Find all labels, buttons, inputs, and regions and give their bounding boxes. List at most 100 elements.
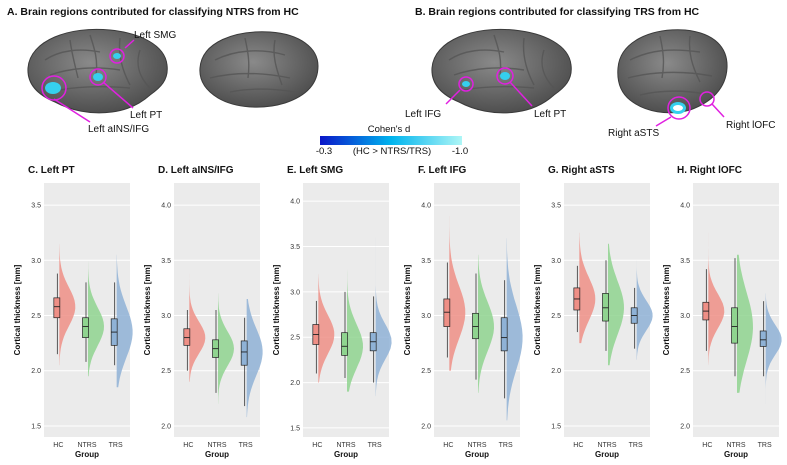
violin-chart: H. Right lOFC 2.0 2.5 3.0 3.5 4.0 Cortical thi… [662, 165, 782, 459]
y-tick-label: 2.0 [551, 368, 561, 375]
y-tick-label: 2.5 [421, 368, 431, 375]
chart-title: G. Right aSTS [548, 165, 615, 176]
pointer-arrow [712, 104, 724, 117]
x-axis-title: Group [724, 450, 748, 459]
label-right-lofc: Right lOFC [726, 120, 775, 131]
x-tick-label: NTRS [597, 442, 616, 449]
y-tick-label: 4.0 [680, 203, 690, 210]
effect-blob-core [673, 105, 683, 111]
colorbar-subtitle: (HC > NTRS/TRS) [353, 146, 431, 157]
y-tick-label: 3.0 [161, 313, 171, 320]
y-tick-label: 2.0 [290, 380, 300, 387]
y-tick-label: 3.0 [680, 313, 690, 320]
violin-chart: D. Left aINS/IFG2.02.53.03.54.0Cortical … [143, 165, 263, 459]
y-tick-label: 2.5 [31, 313, 41, 320]
box-hc [54, 298, 60, 318]
chart-title: C. Left PT [28, 165, 75, 176]
y-axis-title: Cortical thickness [mm] [13, 264, 22, 355]
y-axis-title: Cortical thickness [mm] [533, 264, 542, 355]
y-tick-label: 2.5 [680, 368, 690, 375]
y-tick-label: 1.5 [290, 425, 300, 432]
x-axis-title: Group [595, 450, 619, 459]
brain-a-left-medial [200, 32, 318, 107]
y-tick-label: 3.5 [680, 258, 690, 265]
y-tick-label: 2.0 [161, 423, 171, 430]
box-ntrs [603, 293, 609, 321]
colorbar-title: Cohen's d [368, 124, 410, 135]
x-tick-label: TRS [239, 442, 253, 449]
y-axis-title: Cortical thickness [mm] [662, 264, 671, 355]
effect-blob [500, 72, 510, 80]
violin-panels: C. Left PT 1.5 2.0 2.5 3.0 3.5 Cortical thickn… [13, 165, 782, 459]
box-ntrs [83, 318, 89, 338]
box-trs [760, 331, 766, 346]
x-axis-title: Group [205, 450, 229, 459]
x-axis-title: Group [465, 450, 489, 459]
y-tick-label: 2.0 [31, 368, 41, 375]
x-axis-title: Group [75, 450, 99, 459]
x-tick-label: HC [573, 442, 583, 449]
box-trs [241, 341, 247, 365]
box-ntrs [732, 308, 738, 343]
x-tick-label: HC [702, 442, 712, 449]
x-tick-label: NTRS [467, 442, 486, 449]
brain-b-right-lateral [618, 30, 727, 113]
x-tick-label: HC [53, 442, 63, 449]
figure: A. Brain regions contributed for classif… [0, 0, 787, 465]
brain-a-left-lateral [28, 29, 167, 113]
y-axis-title: Cortical thickness [mm] [272, 264, 281, 355]
y-tick-label: 2.0 [421, 423, 431, 430]
y-tick-label: 3.5 [421, 258, 431, 265]
pointer-arrow [656, 117, 671, 126]
y-tick-label: 4.0 [421, 203, 431, 210]
violin-chart: F. Left IFG 2.0 2.5 3.0 3.5 4.0 Cortical thick… [403, 165, 523, 459]
x-tick-label: TRS [109, 442, 123, 449]
colorbar-min-label: -0.3 [316, 146, 332, 157]
effect-blob [93, 73, 103, 81]
box-hc [184, 329, 190, 346]
box-trs [501, 318, 507, 351]
violin-chart: C. Left PT 1.5 2.0 2.5 3.0 3.5 Cortical thickn… [13, 165, 133, 459]
brain-b-left-lateral [432, 29, 571, 113]
y-tick-label: 3.5 [290, 244, 300, 251]
y-tick-label: 3.0 [31, 258, 41, 265]
x-tick-label: HC [312, 442, 322, 449]
box-ntrs [473, 313, 479, 338]
y-tick-label: 1.5 [551, 423, 561, 430]
box-ntrs [342, 333, 348, 356]
effect-blob [113, 53, 121, 59]
effect-blob [45, 82, 61, 94]
y-tick-label: 3.5 [31, 203, 41, 210]
y-tick-label: 1.5 [31, 423, 41, 430]
chart-title: D. Left aINS/IFG [158, 165, 234, 176]
label-left-smg: Left SMG [134, 30, 176, 41]
y-tick-label: 3.0 [290, 289, 300, 296]
box-hc [444, 299, 450, 327]
y-tick-label: 4.0 [290, 199, 300, 206]
y-tick-label: 3.0 [551, 258, 561, 265]
x-axis-title: Group [334, 450, 358, 459]
x-tick-label: TRS [368, 442, 382, 449]
label-left-ifg: Left IFG [405, 109, 441, 120]
y-axis-title: Cortical thickness [mm] [143, 264, 152, 355]
y-tick-label: 2.0 [680, 423, 690, 430]
violin-chart: E. Left SMG 1.5 2.0 2.5 3.0 3.5 4.0 Cortical th… [272, 165, 392, 459]
colorbar-max-label: -1.0 [452, 146, 468, 157]
y-tick-label: 3.5 [551, 203, 561, 210]
y-tick-label: 2.5 [161, 368, 171, 375]
effect-blob [462, 81, 470, 87]
x-tick-label: TRS [758, 442, 772, 449]
colorbar [320, 136, 462, 145]
y-tick-label: 3.0 [421, 313, 431, 320]
chart-title: H. Right lOFC [677, 165, 742, 176]
y-axis-title: Cortical thickness [mm] [403, 264, 412, 355]
chart-title: F. Left IFG [418, 165, 467, 176]
y-tick-label: 4.0 [161, 203, 171, 210]
x-tick-label: HC [183, 442, 193, 449]
label-right-asts: Right aSTS [608, 128, 659, 139]
x-tick-label: NTRS [77, 442, 96, 449]
label-left-pt-b: Left PT [534, 109, 566, 120]
label-left-pt: Left PT [130, 110, 162, 121]
y-tick-label: 2.5 [551, 313, 561, 320]
x-tick-label: HC [443, 442, 453, 449]
